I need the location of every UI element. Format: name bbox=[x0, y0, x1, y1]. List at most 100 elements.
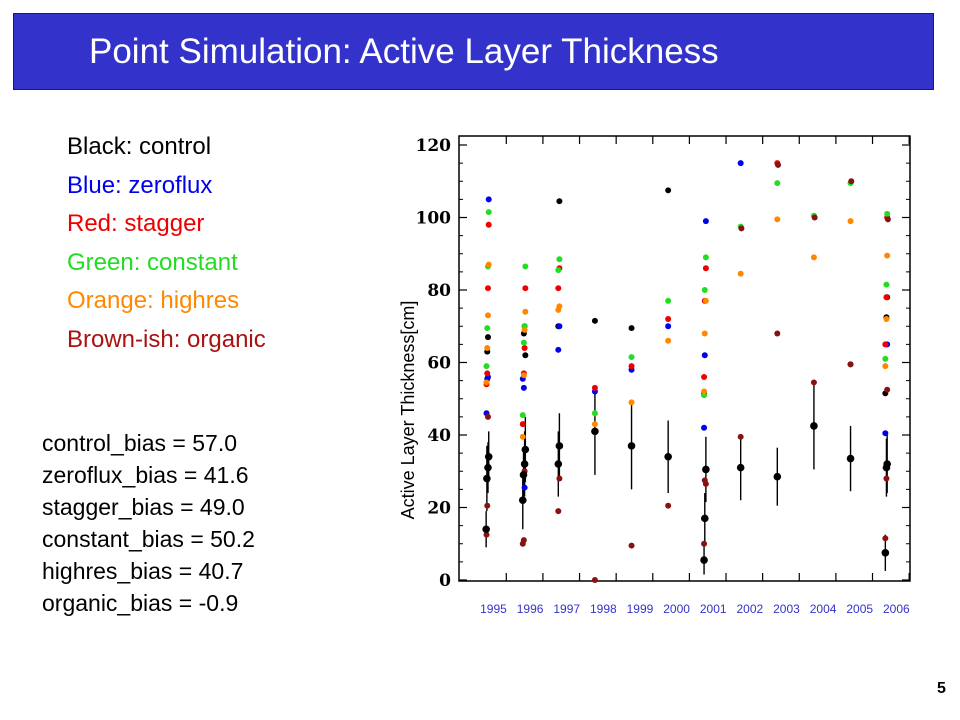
legend-entry-zeroflux: Blue: zeroflux bbox=[67, 171, 213, 199]
point-control bbox=[628, 325, 635, 332]
point-organic bbox=[811, 214, 818, 221]
point-highres bbox=[485, 261, 492, 268]
page-number: 5 bbox=[937, 680, 946, 697]
point-control bbox=[665, 187, 672, 194]
point-stagger bbox=[702, 265, 709, 272]
point-stagger bbox=[485, 221, 492, 228]
point-organic bbox=[520, 537, 527, 544]
y-tick-label: 60 bbox=[427, 354, 451, 374]
point-constant bbox=[884, 210, 891, 217]
obs-point bbox=[518, 496, 527, 505]
slide-title: Point Simulation: Active Layer Thickness bbox=[89, 32, 719, 71]
point-stagger bbox=[628, 363, 635, 370]
point-zeroflux bbox=[702, 218, 709, 225]
point-constant bbox=[591, 410, 598, 417]
point-highres bbox=[701, 330, 708, 337]
obs-point bbox=[700, 556, 708, 564]
point-organic bbox=[483, 531, 490, 538]
bias-list: control_bias = 57.0 zeroflux_bias = 41.6… bbox=[42, 427, 255, 619]
point-organic bbox=[555, 508, 562, 515]
point-stagger bbox=[521, 345, 528, 351]
point-control bbox=[591, 317, 598, 324]
point-highres bbox=[483, 379, 490, 386]
point-control bbox=[484, 334, 491, 341]
point-organic bbox=[810, 379, 817, 386]
obs-point bbox=[554, 460, 563, 468]
point-highres bbox=[521, 326, 528, 333]
point-constant bbox=[485, 209, 492, 216]
x-tick-label: 2000 bbox=[663, 602, 690, 616]
point-stagger bbox=[883, 294, 890, 301]
x-tick-label: 2003 bbox=[773, 602, 800, 616]
point-highres bbox=[665, 337, 672, 344]
point-organic bbox=[665, 502, 672, 509]
x-tick-label: 2001 bbox=[700, 602, 727, 616]
x-tick-label: 1997 bbox=[553, 602, 580, 616]
plot-frame bbox=[458, 135, 911, 582]
obs-point bbox=[773, 472, 782, 481]
point-highres bbox=[702, 297, 709, 304]
y-tick-label: 40 bbox=[427, 426, 451, 446]
point-organic bbox=[556, 475, 563, 482]
y-tick-label: 120 bbox=[416, 136, 452, 156]
point-zeroflux bbox=[555, 346, 562, 353]
y-tick-label: 20 bbox=[427, 499, 451, 519]
point-organic bbox=[484, 502, 491, 509]
point-highres bbox=[847, 218, 854, 225]
legend-entry-stagger: Red: stagger bbox=[67, 210, 205, 237]
bias-control: control_bias = 57.0 bbox=[42, 430, 237, 456]
point-constant bbox=[484, 325, 491, 332]
point-stagger bbox=[484, 285, 491, 292]
point-zeroflux bbox=[521, 484, 528, 491]
point-zeroflux bbox=[665, 323, 672, 330]
obs-point bbox=[484, 463, 492, 472]
point-highres bbox=[591, 421, 598, 428]
obs-point bbox=[700, 514, 709, 523]
point-organic bbox=[702, 480, 709, 487]
point-constant bbox=[519, 412, 526, 419]
point-stagger bbox=[701, 374, 708, 380]
obs-point bbox=[846, 454, 855, 463]
obs-point bbox=[520, 460, 529, 468]
point-stagger bbox=[522, 285, 529, 292]
point-highres bbox=[520, 372, 527, 379]
point-stagger bbox=[882, 341, 889, 348]
x-tick-label: 1995 bbox=[480, 602, 507, 616]
bias-zeroflux: zeroflux_bias = 41.6 bbox=[42, 462, 249, 488]
point-organic bbox=[701, 540, 708, 547]
bias-organic: organic_bias = -0.9 bbox=[42, 590, 239, 616]
obs-point bbox=[483, 474, 491, 483]
point-organic bbox=[882, 535, 889, 542]
obs-point bbox=[810, 422, 818, 430]
point-organic bbox=[484, 413, 491, 420]
title-bar: Point Simulation: Active Layer Thickness bbox=[13, 13, 934, 90]
bias-highres: highres_bias = 40.7 bbox=[42, 558, 244, 584]
y-tick-label: 100 bbox=[416, 209, 452, 229]
point-control bbox=[522, 352, 529, 359]
point-highres bbox=[882, 363, 889, 370]
point-organic bbox=[738, 225, 745, 232]
obs-point bbox=[521, 445, 530, 454]
y-tick-label: 0 bbox=[439, 571, 451, 591]
obs-point bbox=[627, 442, 636, 450]
obs-point bbox=[555, 442, 564, 450]
x-tick-label: 1998 bbox=[590, 602, 617, 616]
point-organic bbox=[591, 577, 598, 583]
obs-point bbox=[736, 463, 745, 472]
point-stagger bbox=[555, 285, 562, 292]
obs-point bbox=[881, 549, 890, 557]
legend-entry-constant: Green: constant bbox=[67, 248, 238, 276]
point-zeroflux bbox=[485, 196, 492, 203]
x-tick-label: 2004 bbox=[810, 602, 837, 616]
y-axis-label: Active Layer Thickness[cm] bbox=[398, 301, 418, 520]
x-tick-label: 1996 bbox=[517, 602, 544, 616]
point-organic bbox=[628, 542, 635, 549]
obs-point bbox=[484, 452, 493, 461]
legend-entry-control: Black: control bbox=[67, 133, 212, 160]
point-highres bbox=[810, 254, 817, 261]
point-constant bbox=[522, 263, 529, 270]
point-stagger bbox=[519, 421, 526, 428]
x-tick-label: 1999 bbox=[627, 602, 654, 616]
point-organic bbox=[883, 475, 890, 482]
obs-point bbox=[591, 427, 599, 436]
